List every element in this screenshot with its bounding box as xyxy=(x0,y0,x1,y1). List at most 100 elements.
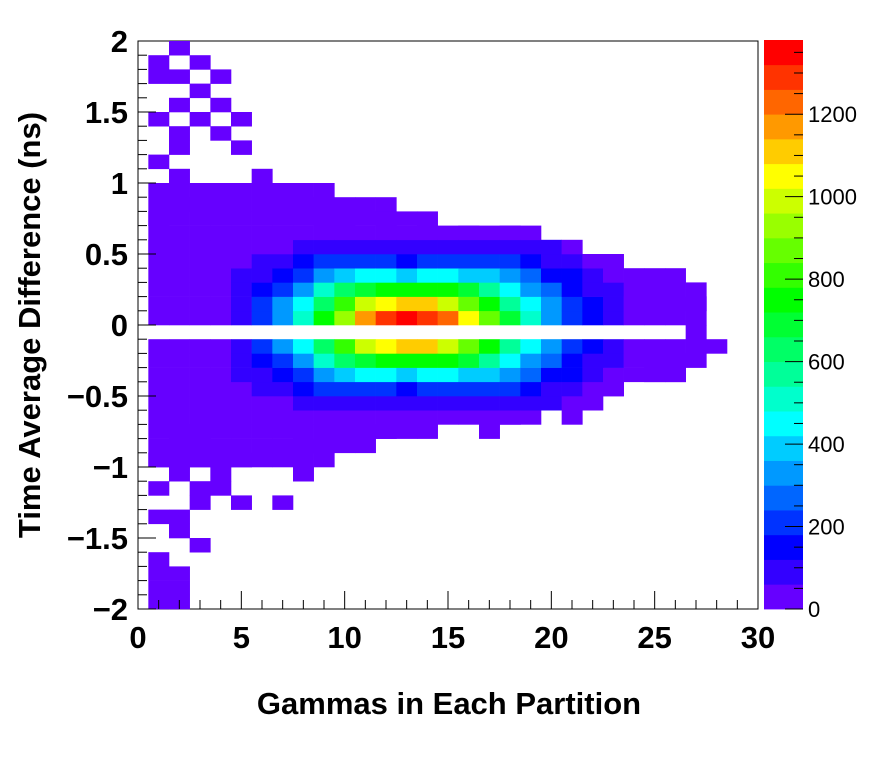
heatmap-bin xyxy=(437,339,459,354)
heatmap-bin xyxy=(458,396,480,411)
heatmap-bin xyxy=(541,282,562,297)
heatmap-bin xyxy=(499,381,521,397)
heatmap-bin xyxy=(334,197,356,212)
heatmap-bin xyxy=(169,239,190,255)
heatmap-bin xyxy=(148,424,170,439)
heatmap-bin xyxy=(148,353,170,368)
heatmap-bin xyxy=(520,410,542,425)
heatmap-bin xyxy=(148,211,170,226)
x-axis-title: Gammas in Each Partition xyxy=(257,686,641,721)
heatmap-bin xyxy=(272,381,294,397)
heatmap-bin xyxy=(355,225,376,241)
heatmap-bin xyxy=(334,396,356,411)
heatmap-bin xyxy=(189,282,211,297)
heatmap-bin xyxy=(148,509,170,525)
heatmap-bin xyxy=(313,438,335,454)
heatmap-bin xyxy=(375,239,397,255)
heatmap-bin xyxy=(644,282,666,297)
heatmap-bin xyxy=(293,367,314,383)
heatmap-bin xyxy=(148,69,170,84)
heatmap-bin xyxy=(561,381,583,397)
heatmap-bin xyxy=(603,282,624,297)
heatmap-bin xyxy=(272,225,294,241)
heatmap-bin xyxy=(355,310,376,326)
heatmap-bin xyxy=(210,197,232,212)
heatmap-bin xyxy=(479,268,500,283)
heatmap-bin xyxy=(479,310,500,326)
heatmap-bin xyxy=(479,367,500,383)
heatmap-bin xyxy=(665,367,686,383)
heatmap-bin xyxy=(210,410,232,425)
heatmap-bin xyxy=(375,254,397,269)
heatmap-bin xyxy=(210,381,232,397)
heatmap-bin xyxy=(479,225,500,241)
heatmap-bin xyxy=(355,410,376,425)
heatmap-bin xyxy=(169,523,190,539)
palette-band xyxy=(764,64,803,90)
heatmap-bin xyxy=(169,41,190,56)
heatmap-bin xyxy=(334,438,356,454)
heatmap-bin xyxy=(251,211,273,226)
heatmap-bin xyxy=(396,367,418,383)
y-tick-label: 0.5 xyxy=(85,237,128,272)
heatmap-bin xyxy=(685,282,707,297)
heatmap-bin xyxy=(251,367,273,383)
heatmap-bin xyxy=(293,396,314,411)
heatmap-bin xyxy=(582,268,604,283)
heatmap-bin xyxy=(375,282,397,297)
heatmap-bin xyxy=(251,197,273,212)
heatmap-bin xyxy=(561,310,583,326)
heatmap-bin xyxy=(417,296,438,312)
heatmap-bin xyxy=(169,97,190,113)
heatmap-bin xyxy=(210,126,232,141)
heatmap-bin xyxy=(355,296,376,312)
heatmap-bin xyxy=(665,339,686,354)
heatmap-bin xyxy=(375,310,397,326)
palette-tick-label: 800 xyxy=(808,267,845,292)
heatmap-bin xyxy=(313,424,335,439)
palette-band xyxy=(764,485,803,511)
heatmap-bin xyxy=(334,254,356,269)
heatmap-bin xyxy=(623,367,645,383)
heatmap-bin xyxy=(293,211,314,226)
y-axis-title: Time Average Difference (ns) xyxy=(12,112,47,538)
heatmap-bin xyxy=(313,452,335,468)
heatmap-bin xyxy=(334,424,356,439)
heatmap-bin xyxy=(169,367,190,383)
heatmap-bin xyxy=(334,353,356,368)
heatmap-bin xyxy=(644,367,666,383)
heatmap-bin xyxy=(375,197,397,212)
heatmap-bin xyxy=(458,254,480,269)
heatmap-bin xyxy=(210,353,232,368)
heatmap-bin xyxy=(417,225,438,241)
palette-tick-label: 600 xyxy=(808,350,845,375)
heatmap-bin xyxy=(272,367,294,383)
heatmap-bin xyxy=(293,438,314,454)
heatmap-bin xyxy=(272,254,294,269)
heatmap-bin xyxy=(520,254,542,269)
heatmap-bin xyxy=(396,310,418,326)
heatmap-bin xyxy=(499,353,521,368)
heatmap-bin xyxy=(417,424,438,439)
heatmap-bin xyxy=(189,410,211,425)
heatmap-bin xyxy=(293,353,314,368)
heatmap-bin xyxy=(293,268,314,283)
heatmap-bin xyxy=(437,254,459,269)
heatmap-bin xyxy=(499,254,521,269)
x-tick-label: 10 xyxy=(327,620,361,655)
x-tick-label: 0 xyxy=(129,620,146,655)
heatmap-bin xyxy=(479,381,500,397)
heatmap-bin xyxy=(561,367,583,383)
heatmap-bin xyxy=(313,381,335,397)
heatmap-bin xyxy=(169,282,190,297)
heatmap-bin xyxy=(313,339,335,354)
heatmap-bin xyxy=(561,353,583,368)
heatmap-bin xyxy=(437,282,459,297)
heatmap-bin xyxy=(561,239,583,255)
heatmap-bin xyxy=(231,410,252,425)
heatmap-bin xyxy=(210,438,232,454)
heatmap-bin xyxy=(437,296,459,312)
heatmap-bin xyxy=(334,239,356,255)
heatmap-bin xyxy=(272,211,294,226)
